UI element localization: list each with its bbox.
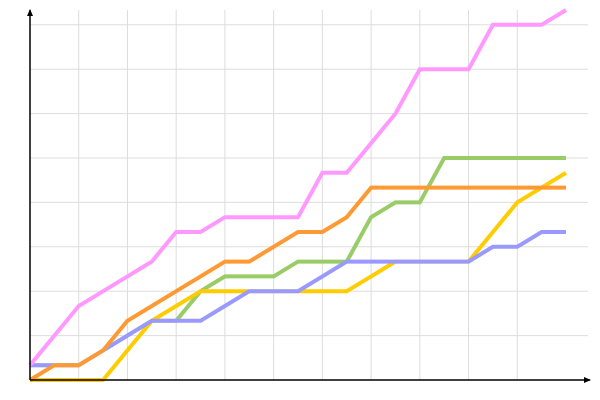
series-line-4 [28, 185, 566, 382]
series-group [28, 8, 568, 382]
axes [27, 9, 591, 383]
series-line-3 [30, 230, 566, 368]
x-axis-arrow-icon [584, 377, 591, 383]
series-line-2 [30, 171, 568, 382]
series-line-5 [28, 8, 568, 367]
y-axis-arrow-icon [27, 9, 33, 16]
